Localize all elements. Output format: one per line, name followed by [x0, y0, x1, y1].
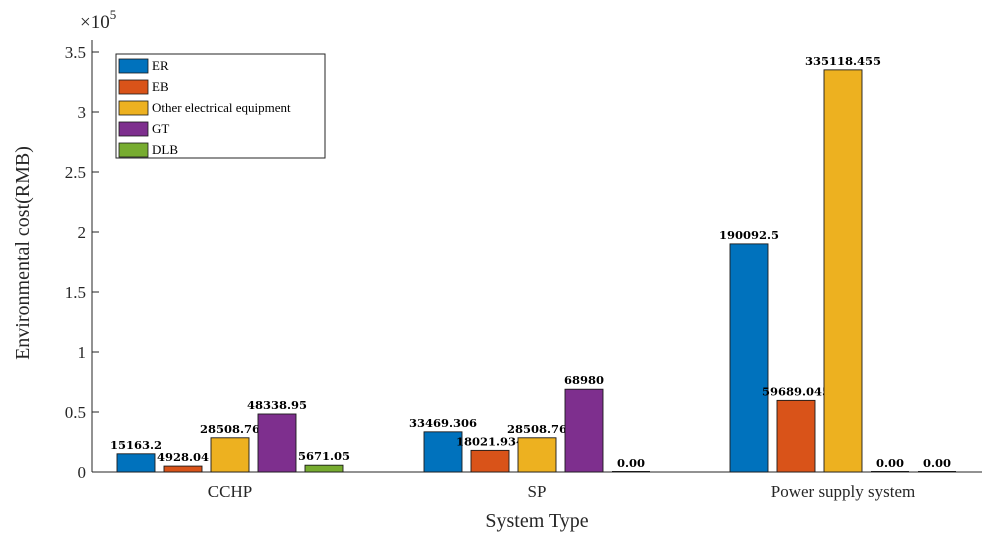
x-tick-label: CCHP — [208, 482, 252, 501]
bar-value-label: 15163.2 — [110, 438, 162, 452]
legend-swatch — [118, 121, 149, 137]
y-tick-label: 3 — [78, 103, 87, 122]
legend-entry-label: EB — [152, 79, 169, 94]
bar — [729, 243, 769, 473]
y-tick-label: 2.5 — [65, 163, 86, 182]
bar-value-label: 0.00 — [617, 456, 645, 470]
bar-value-label: 0.00 — [876, 456, 904, 470]
legend-swatch — [118, 79, 149, 95]
bar — [257, 413, 297, 473]
bar — [423, 431, 463, 473]
legend-box — [115, 53, 326, 159]
bar-value-label: 0.00 — [923, 456, 951, 470]
bar-value-label: 28508.76 — [507, 422, 567, 436]
y-tick-label: 2 — [78, 223, 87, 242]
bar-value-label: 190092.5 — [719, 228, 779, 242]
legend-swatch — [118, 142, 149, 158]
bar — [304, 464, 344, 473]
y-axis-title: Environmental cost(RMB) — [12, 146, 34, 360]
legend-entry-label: DLB — [152, 142, 178, 157]
x-tick-label: Power supply system — [771, 482, 916, 501]
legend-swatch — [118, 100, 149, 116]
y-exponent-label: ×105 — [80, 7, 116, 33]
bar-value-label: 4928.04 — [157, 450, 209, 464]
y-tick-label: 0.5 — [65, 403, 86, 422]
bar — [823, 69, 863, 473]
y-tick-label: 1 — [78, 343, 87, 362]
legend-swatch — [118, 58, 149, 74]
y-tick-label: 1.5 — [65, 283, 86, 302]
bar — [210, 437, 250, 473]
legend-entry-label: ER — [152, 58, 169, 73]
bar — [776, 399, 816, 473]
bar — [163, 465, 203, 473]
bar-value-label: 5671.05 — [298, 449, 350, 463]
bar-value-label: 33469.306 — [409, 416, 477, 430]
x-axis-title: System Type — [485, 510, 588, 532]
y-tick-label: 0 — [78, 463, 87, 482]
bar-value-label: 28508.76 — [200, 422, 260, 436]
legend-entry-label: GT — [152, 121, 169, 136]
bar — [517, 437, 557, 473]
bar-value-label: 59689.045 — [762, 384, 830, 398]
legend-entry-label: Other electrical equipment — [152, 100, 291, 115]
bar — [116, 453, 156, 473]
bar — [564, 388, 604, 473]
x-tick-label: SP — [528, 482, 547, 501]
bar-value-label: 335118.455 — [805, 54, 881, 68]
bar-value-label: 48338.95 — [247, 398, 307, 412]
y-tick-label: 3.5 — [65, 43, 86, 62]
bar-value-label: 18021.934 — [456, 434, 524, 448]
bar-value-label: 68980 — [564, 373, 604, 387]
bar — [470, 449, 510, 473]
